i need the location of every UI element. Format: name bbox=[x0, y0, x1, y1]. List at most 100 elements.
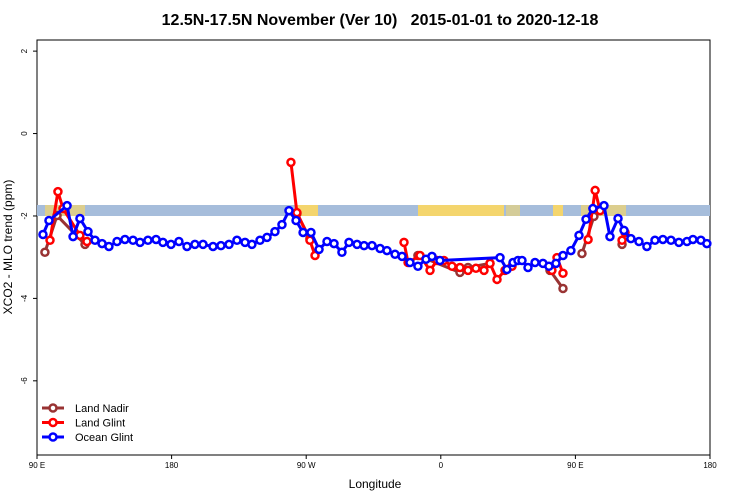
legend-label: Ocean Glint bbox=[75, 432, 133, 444]
plot-frame bbox=[36, 39, 711, 456]
x-tick-label: 0 bbox=[439, 461, 444, 470]
data-point bbox=[588, 203, 598, 214]
data-point bbox=[329, 238, 339, 249]
data-point bbox=[224, 239, 234, 250]
data-point bbox=[463, 265, 473, 276]
data-point bbox=[166, 239, 176, 250]
data-point bbox=[577, 248, 587, 259]
x-tick-label: 180 bbox=[703, 461, 717, 470]
y-tick-label: -6 bbox=[20, 377, 29, 385]
data-point bbox=[397, 251, 407, 262]
data-point bbox=[435, 255, 445, 266]
data-point bbox=[135, 237, 145, 248]
y-tick-label: -2 bbox=[20, 212, 29, 220]
chart-title: 12.5N-17.5N November (Ver 10) 2015-01-01… bbox=[162, 12, 599, 29]
data-point bbox=[382, 245, 392, 256]
legend-marker bbox=[48, 417, 58, 428]
mask-ocean bbox=[37, 205, 710, 216]
data-point bbox=[143, 235, 153, 246]
data-point bbox=[286, 157, 296, 168]
data-point bbox=[208, 241, 218, 252]
data-point bbox=[82, 236, 92, 247]
data-point bbox=[83, 226, 93, 237]
data-point bbox=[658, 234, 668, 245]
data-point bbox=[44, 215, 54, 226]
mask-land bbox=[506, 205, 520, 216]
data-point bbox=[617, 235, 627, 246]
y-tick-label: 2 bbox=[20, 48, 29, 53]
data-point bbox=[53, 186, 63, 197]
data-point bbox=[471, 263, 481, 274]
mask-land bbox=[296, 205, 318, 216]
data-point bbox=[702, 238, 712, 249]
legend: Land Nadir Land Glint Ocean Glint bbox=[42, 403, 133, 444]
series-line bbox=[45, 214, 622, 289]
data-point bbox=[262, 232, 272, 243]
data-point bbox=[425, 265, 435, 276]
data-point bbox=[344, 237, 354, 248]
data-point bbox=[298, 227, 308, 238]
data-point bbox=[485, 258, 495, 269]
mask-land bbox=[418, 205, 504, 216]
data-point bbox=[284, 205, 294, 216]
data-point bbox=[367, 240, 377, 251]
data-point bbox=[427, 251, 437, 262]
data-point bbox=[447, 261, 457, 272]
data-point bbox=[337, 247, 347, 257]
data-point bbox=[277, 219, 287, 230]
legend-marker bbox=[48, 432, 58, 442]
data-point bbox=[495, 252, 505, 263]
data-point bbox=[599, 200, 609, 211]
data-point bbox=[112, 236, 122, 247]
data-point bbox=[40, 247, 50, 257]
data-point bbox=[38, 229, 48, 240]
data-point bbox=[688, 234, 698, 245]
data-point bbox=[605, 231, 615, 242]
y-axis-label: XCO2 - MLO trend (ppm) bbox=[1, 180, 15, 315]
data-point bbox=[566, 245, 576, 256]
data-point bbox=[104, 241, 114, 252]
data-point bbox=[198, 239, 208, 250]
data-point bbox=[530, 257, 540, 268]
data-point bbox=[306, 227, 316, 238]
data-point bbox=[45, 235, 55, 246]
data-point bbox=[292, 207, 302, 218]
mask-land bbox=[553, 205, 563, 216]
data-point bbox=[90, 235, 100, 246]
data-point bbox=[291, 215, 301, 226]
data-point bbox=[359, 240, 369, 251]
data-point bbox=[674, 237, 684, 248]
data-point bbox=[558, 283, 568, 294]
data-point bbox=[216, 240, 226, 251]
y-tick-label: -4 bbox=[20, 294, 29, 302]
x-tick-label: 180 bbox=[165, 461, 179, 470]
data-point bbox=[174, 236, 184, 247]
data-point bbox=[613, 213, 623, 224]
data-point bbox=[232, 235, 242, 246]
data-point bbox=[68, 231, 78, 242]
data-point bbox=[479, 265, 489, 276]
data-point bbox=[502, 264, 512, 275]
x-tick-label: 90 E bbox=[29, 461, 45, 470]
data-point bbox=[314, 244, 324, 255]
data-point bbox=[120, 234, 130, 245]
legend-label: Land Glint bbox=[75, 418, 125, 430]
data-point bbox=[158, 237, 168, 248]
data-point bbox=[642, 241, 652, 252]
data-point bbox=[405, 257, 415, 268]
y-tick-label: 0 bbox=[20, 131, 29, 136]
x-tick-label: 90 W bbox=[297, 461, 316, 470]
data-point bbox=[558, 268, 568, 279]
legend-label: Land Nadir bbox=[75, 403, 129, 415]
data-point bbox=[247, 239, 257, 250]
data-point bbox=[399, 237, 409, 248]
legend-marker bbox=[48, 403, 58, 413]
data-point bbox=[650, 235, 660, 246]
data-point bbox=[517, 255, 527, 266]
data-point bbox=[310, 250, 320, 261]
data-point bbox=[413, 261, 423, 272]
data-point bbox=[583, 234, 593, 245]
data-point bbox=[492, 274, 502, 285]
data-point bbox=[523, 262, 533, 273]
